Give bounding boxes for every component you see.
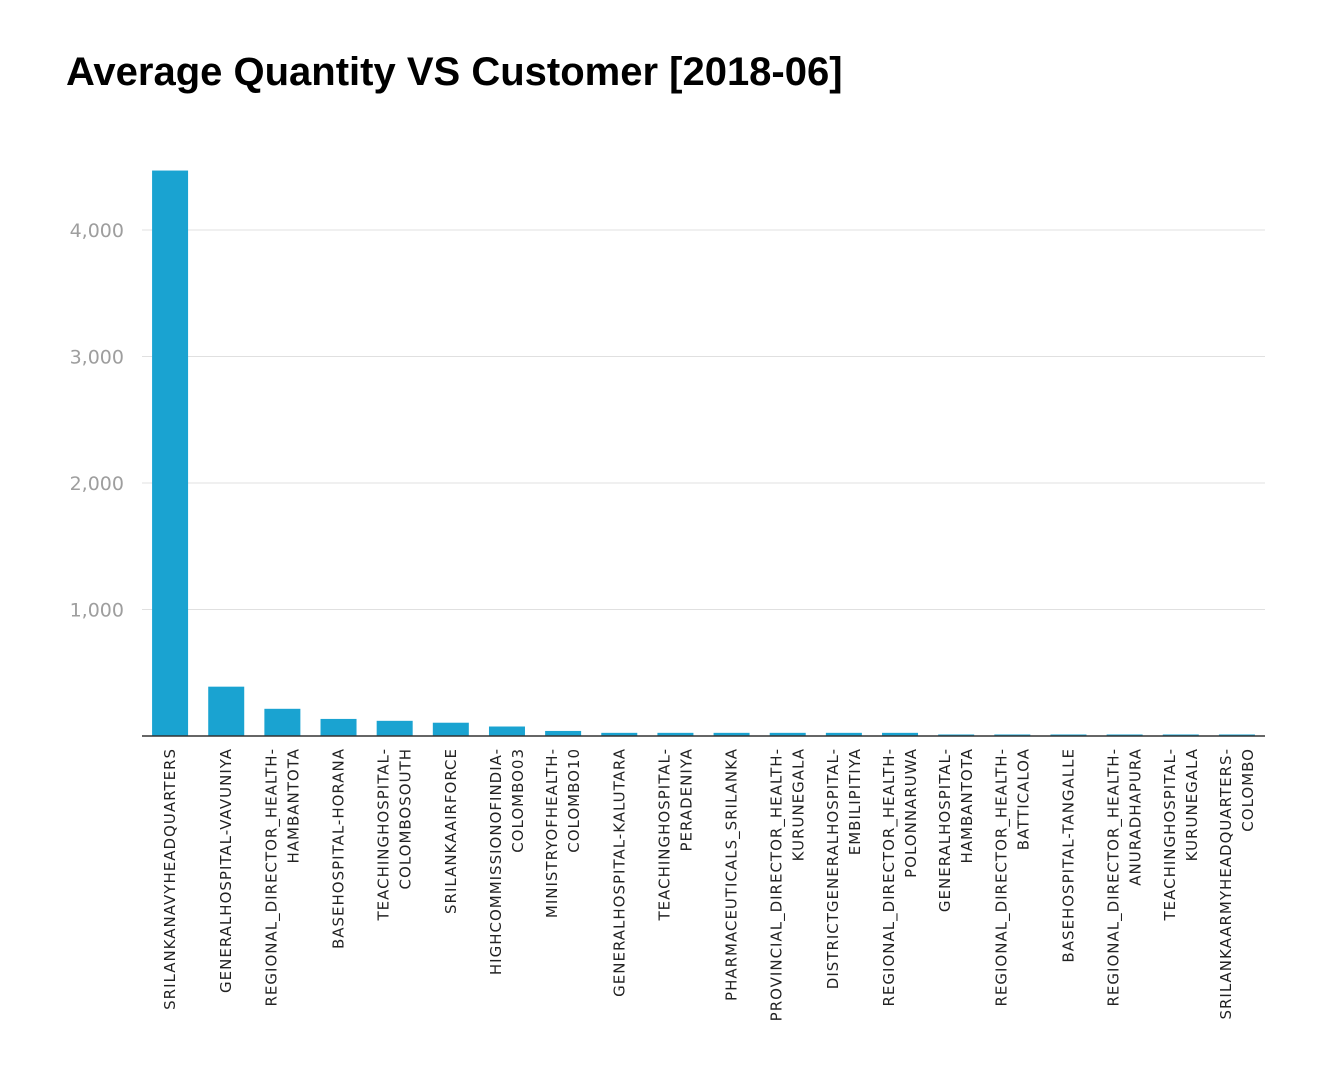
- x-tick-label: COLOMBO10: [565, 748, 583, 853]
- x-tick-label: COLOMBO: [1239, 748, 1257, 832]
- x-tick-label: COLOMBO03: [509, 748, 527, 853]
- x-tick-label: BASEHOSPITAL-HORANA: [330, 748, 348, 949]
- bar: [376, 720, 413, 736]
- bar: [882, 732, 919, 736]
- x-tick-label: SRILANKAARMYHEADQUARTERS-: [1217, 748, 1235, 1020]
- bar: [432, 722, 469, 736]
- x-tick-label: SRILANKAAIRFORCE: [442, 748, 460, 914]
- x-tick-label: PERADENIYA: [677, 748, 695, 852]
- y-tick-label: 1,000: [70, 600, 124, 622]
- x-tick-label: REGIONAL_DIRECTOR_HEALTH-: [1105, 748, 1124, 1007]
- x-axis-labels: SRILANKANAVYHEADQUARTERS GENERALHOSPITAL-…: [161, 748, 1257, 1021]
- x-tick-label: DISTRICTGENERALHOSPITAL-: [824, 748, 842, 989]
- x-tick-label: PROVINCIAL_DIRECTOR_HEALTH-: [768, 748, 787, 1021]
- x-tick-label: GENERALHOSPITAL-KALUTARA: [610, 748, 628, 997]
- x-tick-label: POLONNARUWA: [902, 748, 920, 878]
- x-tick-label: HAMBANTOTA: [284, 748, 302, 863]
- x-tick-label: BASEHOSPITAL-TANGALLE: [1059, 748, 1077, 963]
- x-tick-label: PHARMACEUTICALS_SRILANKA: [723, 748, 742, 1001]
- x-tick-label: BATTICALOA: [1014, 748, 1032, 850]
- x-tick-label: HAMBANTOTA: [958, 748, 976, 863]
- bar: [208, 686, 245, 736]
- bar: [1162, 734, 1199, 736]
- bar: [994, 734, 1031, 736]
- gridlines: [142, 229, 1265, 610]
- bar: [825, 732, 862, 736]
- bar: [320, 718, 357, 736]
- y-axis-ticks: 1,000 2,000 3,000 4,000: [70, 220, 124, 622]
- bar: [152, 170, 189, 737]
- x-tick-label: EMBILIPITIYA: [846, 748, 864, 855]
- x-tick-label: TEACHINGHOSPITAL-: [1161, 748, 1179, 922]
- y-tick-label: 2,000: [70, 473, 124, 495]
- chart-title: Average Quantity VS Customer [2018-06]: [66, 50, 843, 94]
- bar: [488, 726, 525, 736]
- bar: [1050, 734, 1087, 736]
- x-tick-label: TEACHINGHOSPITAL-: [655, 748, 673, 922]
- x-tick-label: KURUNEGALA: [1183, 748, 1201, 861]
- x-tick-label: GENERALHOSPITAL-: [936, 748, 954, 912]
- bar: [657, 732, 694, 736]
- x-tick-label: ANURADHAPURA: [1127, 748, 1145, 886]
- x-tick-label: REGIONAL_DIRECTOR_HEALTH-: [880, 748, 899, 1007]
- x-tick-label: KURUNEGALA: [790, 748, 808, 861]
- y-tick-label: 4,000: [70, 220, 124, 242]
- bar: [1218, 734, 1255, 736]
- y-tick-label: 3,000: [70, 347, 124, 369]
- x-tick-label: SRILANKANAVYHEADQUARTERS: [161, 748, 179, 1010]
- x-tick-label: COLOMBOSOUTH: [397, 748, 415, 889]
- bar: [601, 732, 638, 736]
- bar: [938, 734, 975, 736]
- bars: [152, 170, 1255, 737]
- bar: [1106, 734, 1143, 736]
- x-tick-label: TEACHINGHOSPITAL-: [375, 748, 393, 922]
- bar: [264, 708, 301, 736]
- x-tick-label: REGIONAL_DIRECTOR_HEALTH-: [262, 748, 281, 1007]
- bar: [545, 730, 582, 736]
- x-tick-label: MINISTRYOFHEALTH-: [543, 748, 561, 918]
- bar: [769, 732, 806, 736]
- bar: [713, 732, 750, 736]
- x-tick-label: HIGHCOMMISSIONOFINDIA-: [487, 748, 505, 975]
- x-tick-label: GENERALHOSPITAL-VAVUNIYA: [217, 748, 235, 993]
- x-tick-label: REGIONAL_DIRECTOR_HEALTH-: [992, 748, 1011, 1007]
